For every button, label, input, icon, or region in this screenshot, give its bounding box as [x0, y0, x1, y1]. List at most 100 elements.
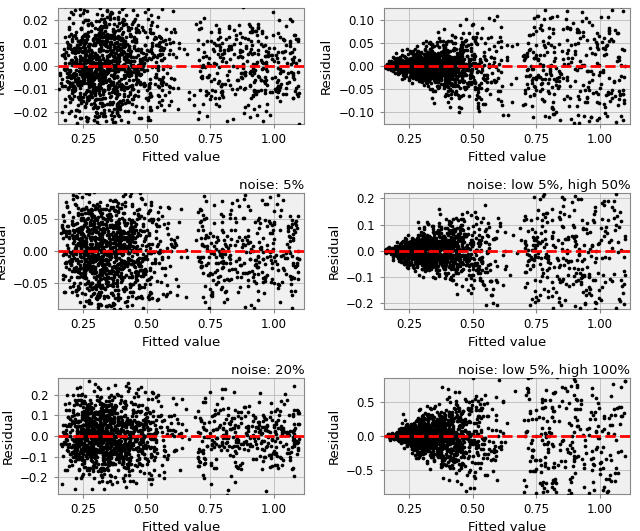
Point	[109, 33, 119, 41]
Point	[226, 41, 236, 50]
Point	[166, 97, 177, 105]
Point	[241, 429, 252, 438]
Point	[383, 244, 394, 252]
Point	[140, 7, 150, 16]
Point	[294, 255, 305, 263]
Point	[394, 251, 404, 260]
Point	[140, 421, 150, 430]
Point	[463, 406, 474, 414]
Point	[433, 83, 443, 92]
Point	[418, 272, 428, 281]
Point	[77, 408, 88, 416]
Point	[468, 265, 479, 273]
Point	[445, 237, 455, 246]
Point	[600, 42, 611, 50]
Point	[103, 435, 113, 443]
Point	[92, 53, 102, 62]
Point	[465, 493, 475, 502]
Point	[109, 206, 119, 215]
Point	[442, 428, 452, 436]
Point	[252, 229, 262, 238]
Point	[618, 116, 628, 124]
Point	[407, 445, 417, 453]
Point	[424, 56, 435, 65]
Point	[428, 247, 438, 256]
Point	[140, 388, 150, 397]
Point	[67, 412, 77, 420]
Point	[564, 331, 575, 339]
Point	[443, 37, 453, 46]
Point	[436, 424, 447, 433]
Point	[129, 57, 140, 66]
Point	[143, 442, 153, 450]
Point	[526, 373, 536, 381]
Point	[99, 106, 109, 115]
Point	[545, 62, 555, 71]
Point	[606, 392, 616, 400]
Point	[106, 447, 116, 456]
Point	[93, 408, 103, 417]
Point	[493, 178, 503, 186]
Point	[150, 254, 161, 263]
Point	[595, 67, 605, 76]
Point	[78, 421, 88, 429]
Point	[402, 437, 412, 446]
Point	[111, 448, 121, 456]
Point	[263, 427, 273, 435]
Point	[93, 278, 103, 286]
Point	[416, 53, 426, 62]
Point	[68, 436, 79, 445]
Point	[111, 211, 122, 219]
Point	[443, 252, 453, 261]
Point	[468, 73, 478, 81]
Point	[403, 251, 413, 260]
Point	[586, 384, 596, 392]
Point	[428, 52, 438, 61]
Point	[218, 424, 228, 433]
Point	[573, 499, 584, 507]
Point	[431, 446, 442, 455]
Point	[445, 464, 455, 473]
Point	[431, 70, 441, 79]
Point	[591, 428, 602, 436]
Point	[566, 41, 577, 50]
Point	[476, 95, 486, 103]
Point	[410, 55, 420, 64]
Point	[97, 262, 108, 270]
Point	[115, 265, 125, 273]
Point	[75, 70, 85, 79]
Point	[416, 423, 426, 432]
Point	[109, 33, 120, 41]
Point	[430, 62, 440, 70]
Point	[88, 440, 98, 448]
Point	[406, 56, 416, 64]
Point	[133, 67, 143, 75]
Point	[216, 82, 226, 90]
Point	[285, 456, 295, 464]
Point	[292, 449, 303, 458]
Point	[111, 455, 122, 464]
Point	[454, 250, 464, 258]
Point	[463, 256, 474, 265]
Point	[115, 34, 125, 42]
Point	[201, 52, 211, 61]
Point	[485, 266, 495, 274]
Point	[286, 60, 296, 68]
Point	[230, 458, 241, 467]
Point	[432, 73, 442, 82]
Point	[442, 452, 452, 461]
Point	[439, 264, 449, 272]
Point	[402, 58, 412, 66]
Point	[117, 81, 127, 90]
Point	[428, 430, 438, 438]
Point	[447, 46, 458, 55]
Point	[108, 243, 118, 252]
Point	[495, 43, 506, 52]
Point	[86, 82, 96, 90]
Point	[71, 0, 81, 2]
Point	[445, 251, 455, 259]
Point	[474, 406, 484, 414]
Point	[104, 231, 114, 239]
Point	[125, 456, 135, 464]
Point	[93, 228, 104, 236]
